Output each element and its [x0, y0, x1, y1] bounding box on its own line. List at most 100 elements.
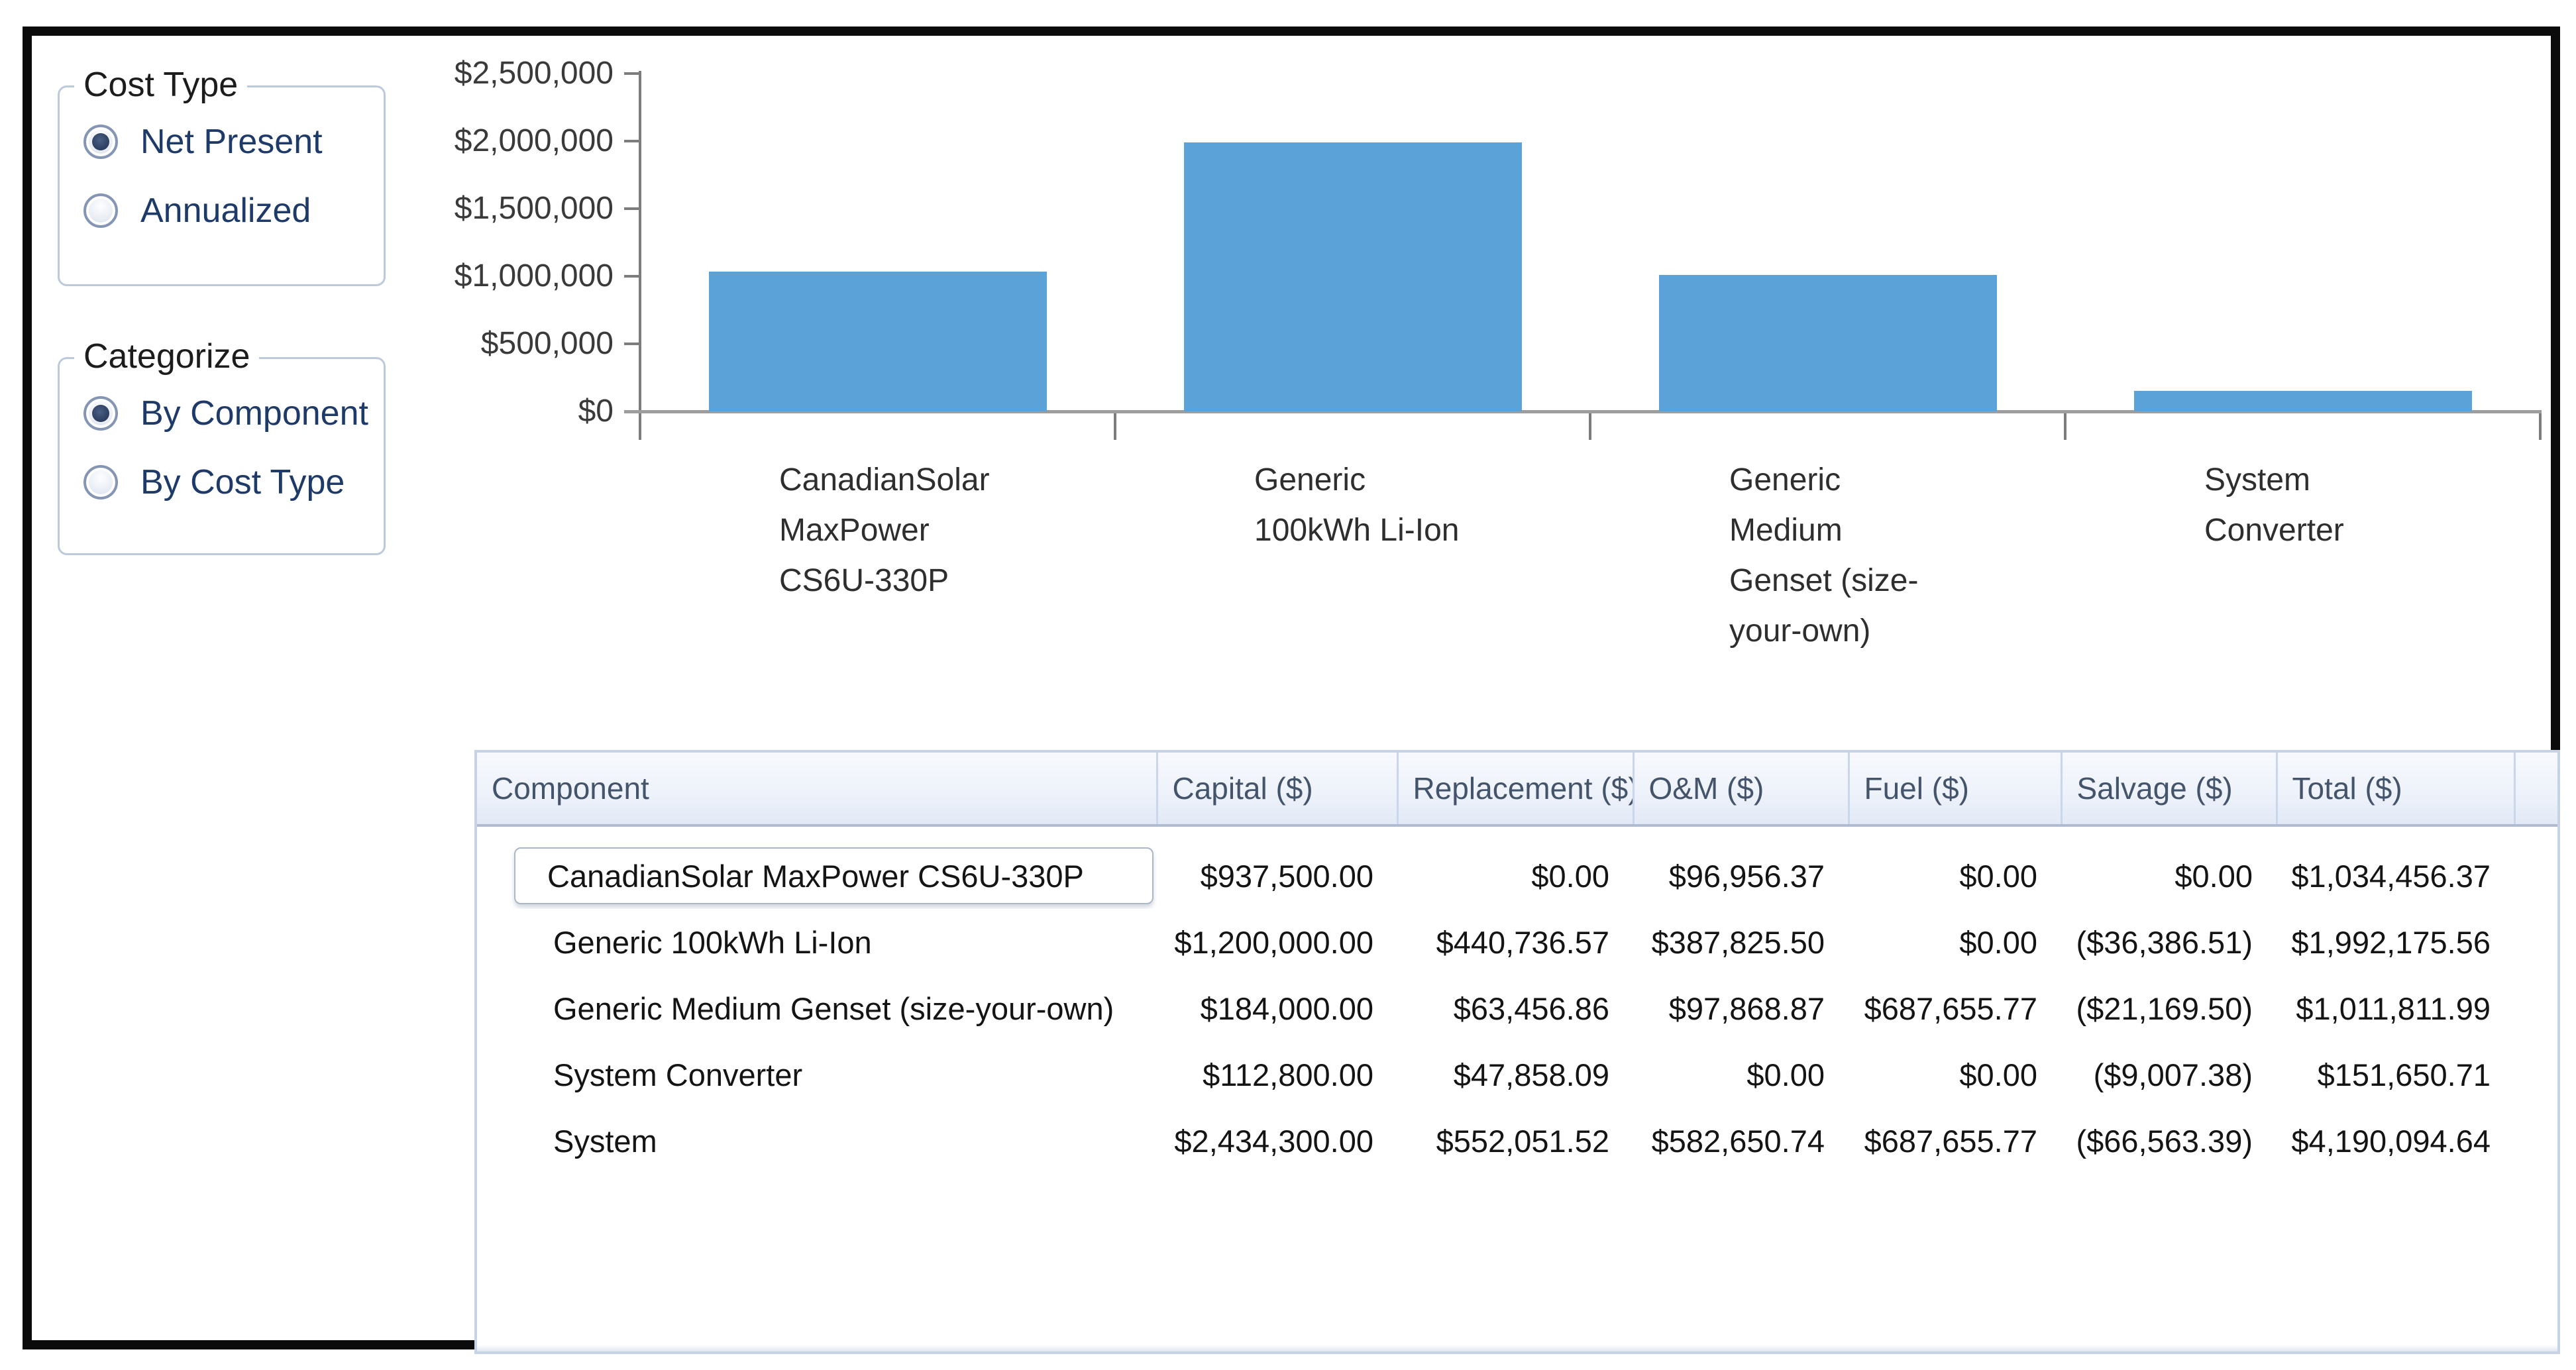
cell-capital: $184,000.00 — [1200, 990, 1373, 1026]
x-axis-tick — [639, 413, 641, 440]
component-cell: System — [553, 1123, 657, 1159]
cell-fuel: $0.00 — [1959, 1057, 2037, 1092]
radio-icon-by-cost-type — [83, 465, 118, 500]
cell-empty — [2514, 975, 2557, 1041]
cell-replacement: $0.00 — [1531, 858, 1609, 894]
bar-canadiansolar-maxpower-cs6u-330p — [708, 272, 1047, 411]
cell-salvage: $0.00 — [2174, 858, 2253, 894]
column-header-capital-[interactable]: Capital ($) — [1155, 753, 1397, 827]
cell-om: $387,825.50 — [1651, 924, 1825, 960]
column-header-replacement-[interactable]: Replacement ($) — [1396, 753, 1633, 827]
cell-fuel: $687,655.77 — [1864, 990, 2037, 1026]
component-cell: Generic Medium Genset (size-your-own) — [553, 990, 1114, 1026]
table-row-generic-medium-genset-size-your-own-[interactable]: Generic Medium Genset (size-your-own) $18… — [477, 975, 2557, 1041]
x-axis-line — [624, 410, 2542, 413]
x-axis-label: CanadianSolar MaxPower CS6U-330P — [779, 462, 990, 598]
cell-total: $1,011,811.99 — [2296, 990, 2491, 1026]
cell-replacement: $63,456.86 — [1453, 990, 1609, 1026]
cost-table: Component Capital ($) Replacement ($) O&M (… — [477, 753, 2557, 1174]
radio-option-annualized[interactable]: Annualized — [83, 191, 323, 231]
x-axis-label: Generic Medium Genset (size-your-own) — [1729, 462, 1919, 649]
radio-icon-net-present — [83, 125, 118, 159]
cell-capital: $112,800.00 — [1203, 1057, 1373, 1092]
cell-om: $97,868.87 — [1668, 990, 1825, 1026]
cell-capital: $1,200,000.00 — [1174, 924, 1373, 960]
y-axis-label: $2,500,000 — [454, 56, 614, 91]
y-axis-label: $1,500,000 — [454, 191, 614, 226]
categorize-options: By Component By Cost Type — [83, 394, 368, 502]
cell-salvage: ($21,169.50) — [2076, 990, 2253, 1026]
column-header-empty — [2513, 753, 2557, 827]
cell-fuel: $687,655.77 — [1864, 1123, 2037, 1159]
y-axis-tick — [624, 140, 641, 142]
cell-fuel: $0.00 — [1959, 858, 2037, 894]
cell-total: $151,650.71 — [2317, 1057, 2491, 1092]
cost-type-groupbox: Cost Type Net Present Annualized — [58, 65, 386, 286]
cell-capital: $937,500.00 — [1200, 858, 1373, 894]
radio-option-by-cost-type[interactable]: By Cost Type — [83, 462, 368, 502]
radio-option-by-component[interactable]: By Component — [83, 394, 368, 433]
x-axis-label: Generic 100kWh Li-Ion — [1254, 462, 1460, 548]
cost-table-container: Component Capital ($) Replacement ($) O&M (… — [474, 750, 2560, 1354]
bar-system-converter — [2133, 391, 2472, 411]
column-header-fuel-[interactable]: Fuel ($) — [1847, 753, 2061, 827]
cell-total: $1,034,456.37 — [2291, 858, 2491, 894]
cell-empty — [2514, 909, 2557, 975]
column-header-component[interactable]: Component — [477, 753, 1157, 827]
component-cell: CanadianSolar MaxPower CS6U-330P — [477, 843, 1157, 909]
cell-om: $582,650.74 — [1651, 1123, 1825, 1159]
x-axis-tick — [2064, 413, 2066, 440]
cell-total: $1,992,175.56 — [2291, 924, 2491, 960]
screenshot-frame: Cost Type Net Present Annualized Categori… — [23, 26, 2560, 1354]
component-cell: Generic 100kWh Li-Ion — [553, 924, 872, 960]
x-axis-tick — [1114, 413, 1116, 440]
x-axis-label: System Converter — [2204, 462, 2344, 548]
column-header-total-[interactable]: Total ($) — [2275, 753, 2514, 827]
table-spacer-row — [477, 825, 2557, 843]
cell-fuel: $0.00 — [1959, 924, 2037, 960]
cost-type-title: Cost Type — [74, 65, 248, 105]
bar-generic-100kwh-li-ion — [1183, 142, 1522, 411]
radio-label-net-present: Net Present — [140, 123, 323, 161]
column-header-o-m-[interactable]: O&M ($) — [1632, 753, 1849, 827]
cell-empty — [2514, 1041, 2557, 1108]
table-row-canadiansolar-maxpower-cs6u-330p[interactable]: CanadianSolar MaxPower CS6U-330P $937,500… — [477, 843, 2557, 909]
y-axis-tick — [624, 275, 641, 278]
cost-table-body: CanadianSolar MaxPower CS6U-330P $937,500… — [477, 825, 2557, 1174]
radio-icon-by-component — [83, 396, 118, 431]
table-row-generic-100kwh-li-ion[interactable]: Generic 100kWh Li-Ion $1,200,000.00 $440,7… — [477, 909, 2557, 975]
cell-replacement: $47,858.09 — [1453, 1057, 1609, 1092]
categorize-groupbox: Categorize By Component By Cost Type — [58, 337, 386, 555]
radio-icon-annualized — [83, 193, 118, 228]
cell-salvage: ($9,007.38) — [2093, 1057, 2253, 1092]
y-axis-tick — [624, 342, 641, 345]
y-axis-label: $500,000 — [480, 326, 614, 361]
cell-om: $96,956.37 — [1668, 858, 1825, 894]
cell-salvage: ($66,563.39) — [2076, 1123, 2253, 1159]
cell-empty — [2514, 1108, 2557, 1174]
radio-label-by-component: By Component — [140, 394, 368, 433]
y-axis-label: $0 — [578, 394, 614, 429]
table-row-system[interactable]: System $2,434,300.00 $552,051.52 $582,650.7… — [477, 1108, 2557, 1174]
table-row-system-converter[interactable]: System Converter $112,800.00 $47,858.09 $0.… — [477, 1041, 2557, 1108]
y-axis-line — [639, 71, 641, 438]
cell-salvage: ($36,386.51) — [2076, 924, 2253, 960]
y-axis-label: $2,000,000 — [454, 123, 614, 158]
cost-table-header-row: Component Capital ($) Replacement ($) O&M (… — [477, 753, 2557, 827]
y-axis-tick — [624, 72, 641, 75]
cell-total: $4,190,094.64 — [2291, 1123, 2491, 1159]
cost-type-options: Net Present Annualized — [83, 122, 323, 231]
radio-label-annualized: Annualized — [140, 191, 311, 230]
component-cell-editor[interactable]: CanadianSolar MaxPower CS6U-330P — [514, 847, 1154, 904]
x-axis-tick — [1589, 413, 1591, 440]
cell-replacement: $440,736.57 — [1436, 924, 1609, 960]
column-header-salvage-[interactable]: Salvage ($) — [2060, 753, 2277, 827]
cell-empty — [2514, 843, 2557, 909]
radio-label-by-cost-type: By Cost Type — [140, 463, 345, 501]
component-cell: System Converter — [553, 1057, 803, 1092]
radio-option-net-present[interactable]: Net Present — [83, 122, 323, 162]
cell-om: $0.00 — [1746, 1057, 1825, 1092]
bar-generic-medium-genset-size-your-own- — [1658, 275, 1997, 411]
x-axis-tick — [2539, 413, 2542, 440]
cell-capital: $2,434,300.00 — [1174, 1123, 1373, 1159]
